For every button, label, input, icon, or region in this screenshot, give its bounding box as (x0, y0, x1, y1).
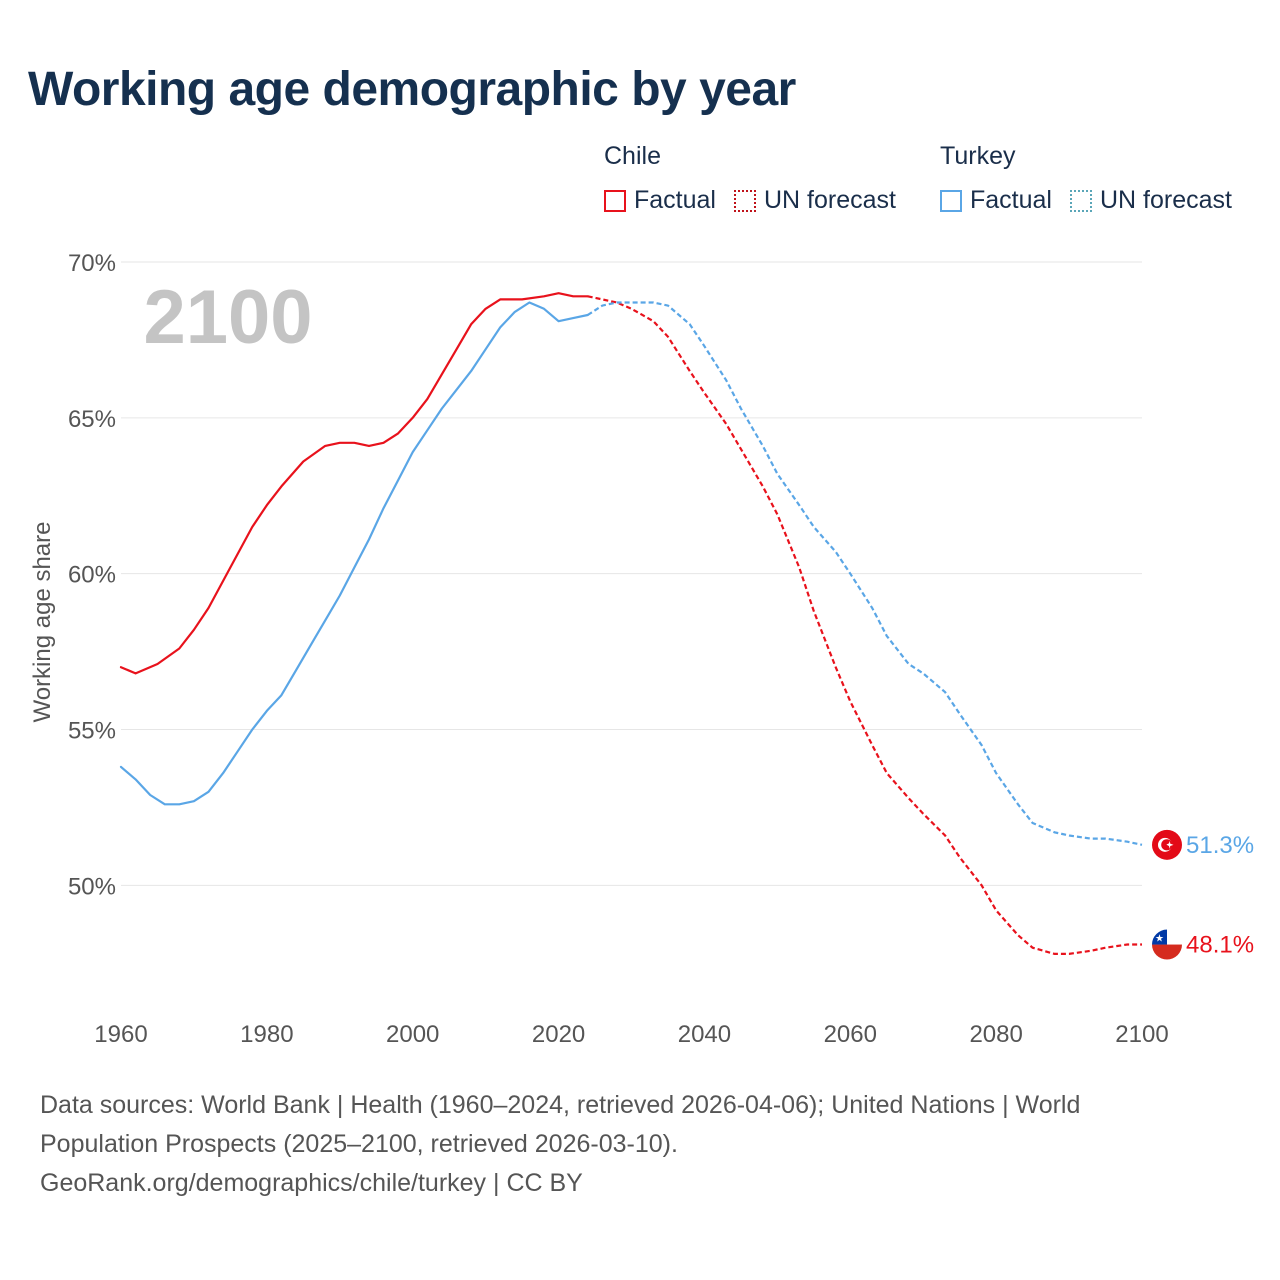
y-tick-label: 70% (68, 250, 116, 277)
legend-swatch-dotted-blue (1069, 189, 1092, 212)
x-tick-label: 2000 (386, 1021, 439, 1048)
y-tick-label: 65% (68, 406, 116, 433)
legend-turkey-title: Turkey (940, 142, 1016, 170)
grid-lines (121, 261, 1142, 886)
chile-flag-icon: ★ (1152, 929, 1182, 960)
series-layer (119, 292, 1143, 955)
legend-turkey-factual-label: Factual (970, 186, 1052, 214)
y-tick-label: 60% (68, 562, 116, 589)
data-sources: Data sources: World Bank | Health (1960–… (40, 1086, 1200, 1203)
x-tick-label: 1980 (240, 1021, 293, 1048)
legend-turkey-factual[interactable]: Factual (940, 186, 1052, 215)
y-axis-ticks: 50% 55% 60% 65% 70% (68, 250, 116, 900)
legend-chile-forecast[interactable]: UN forecast (733, 186, 896, 215)
legend-turkey-forecast-label: UN forecast (1099, 186, 1232, 214)
x-tick-label: 2080 (969, 1021, 1022, 1048)
y-tick-label: 50% (68, 873, 116, 900)
chile-end-value: 48.1% (1186, 932, 1254, 959)
legend-chile-factual-label: Factual (634, 186, 716, 214)
chile-forecast-line (587, 295, 1142, 955)
flag-chile-body: ★ (1152, 929, 1182, 960)
legend-swatch-solid-red (604, 189, 626, 212)
legend-turkey: Turkey Factual UN forecast (940, 142, 1250, 215)
line-chart: 2100 50% 55% 60% 65% 70% 1960 1980 2000 2020 204… (29, 250, 1254, 1048)
flag-chile-star: ★ (1155, 934, 1164, 945)
turkey-forecast-line (587, 301, 1143, 846)
flag-chile-red (1152, 944, 1182, 960)
x-axis-ticks: 1960 1980 2000 2020 2040 2060 2080 2100 (94, 1021, 1168, 1048)
flag-turkey-star (1166, 840, 1174, 849)
year-watermark: 2100 (143, 275, 312, 360)
x-tick-label: 2040 (678, 1021, 731, 1048)
x-tick-label: 1960 (94, 1021, 147, 1048)
legend-chile: Chile Factual UN forecast (604, 142, 914, 215)
legend-swatch-solid-blue (940, 189, 962, 212)
end-markers: ★ 48.1% 51.3% (1152, 829, 1254, 960)
x-tick-label: 2020 (532, 1021, 585, 1048)
legend-chile-title: Chile (604, 142, 661, 170)
y-tick-label: 55% (68, 718, 116, 745)
legend-swatch-dotted-red (733, 189, 756, 212)
x-tick-label: 2100 (1115, 1021, 1168, 1048)
legend-chile-forecast-label: UN forecast (763, 186, 896, 214)
legend-chile-factual[interactable]: Factual (604, 186, 716, 215)
source-attribution[interactable]: GeoRank.org/demographics/chile/turkey | … (40, 1169, 583, 1197)
source-line-2: Population Prospects (2025–2100, retriev… (40, 1130, 678, 1158)
x-tick-label: 2060 (824, 1021, 877, 1048)
chile-factual-line (119, 292, 589, 675)
y-axis-title: Working age share (29, 522, 56, 723)
turkey-flag-icon (1152, 829, 1182, 860)
turkey-factual-line (119, 301, 589, 806)
turkey-end-value: 51.3% (1186, 832, 1254, 859)
chart-title: Working age demographic by year (28, 63, 796, 116)
source-line-1: Data sources: World Bank | Health (1960–… (40, 1091, 1081, 1119)
legend-turkey-forecast[interactable]: UN forecast (1069, 186, 1232, 215)
